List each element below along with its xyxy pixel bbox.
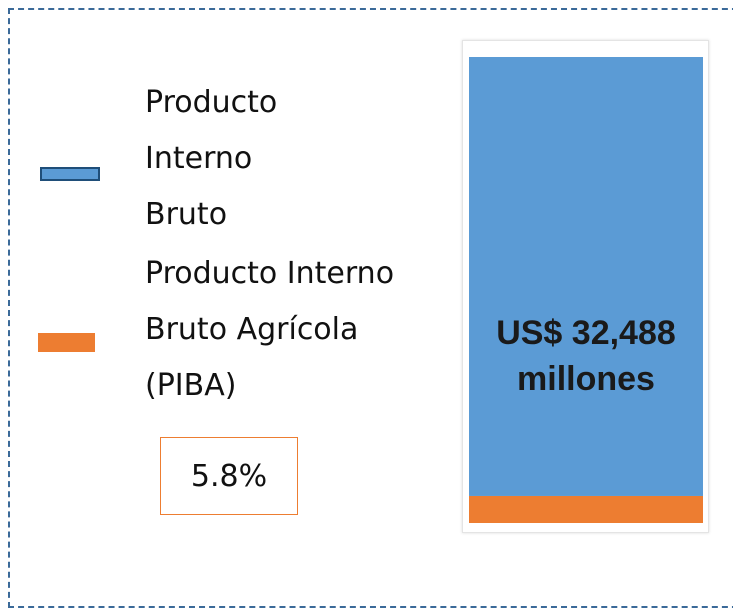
legend-swatch (38, 333, 95, 352)
bar-frame (462, 40, 709, 533)
value-label: 5.8% (160, 437, 298, 515)
annotation: US$ 32,488 millones (496, 314, 676, 398)
legend-label: Producto Interno Bruto Agrícola (PIBA) (145, 256, 395, 403)
chart (469, 57, 703, 523)
legend-label: Producto Interno Bruto (145, 85, 278, 232)
bar-segment (469, 495, 703, 523)
legend-swatch (40, 167, 100, 181)
page: Producto Interno Bruto Producto Interno … (8, 8, 733, 608)
bar-segment (469, 57, 703, 496)
